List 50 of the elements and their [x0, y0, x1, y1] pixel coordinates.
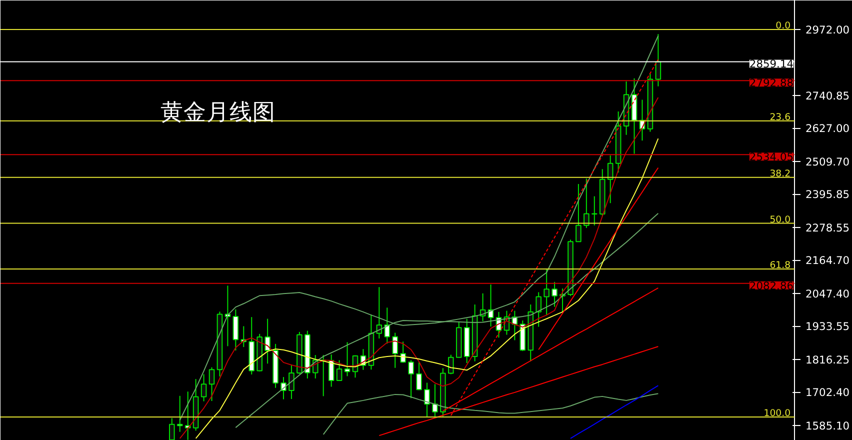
y-tick-label: 1933.55 [806, 320, 850, 334]
candlestick [448, 354, 454, 375]
candlestick [176, 395, 183, 432]
candlestick [200, 374, 207, 402]
y-tick-label: 1816.25 [806, 354, 850, 367]
y-tick-label: 2395.85 [806, 188, 850, 202]
candlestick [655, 34, 662, 87]
candlestick [288, 364, 294, 400]
y-tick-label: 2047.40 [806, 288, 850, 301]
candlestick [424, 382, 430, 418]
annotation: 100.0 [764, 408, 791, 419]
annotation: 0.0 [776, 20, 791, 32]
y-tick-label: 2740.85 [806, 90, 850, 103]
candlestick [536, 292, 542, 328]
candlestick [408, 360, 414, 399]
candlestick [336, 360, 342, 382]
y-tick-label: 2164.70 [806, 254, 850, 268]
y-tick-label: 2509.70 [806, 156, 850, 169]
candlestick [432, 384, 438, 417]
y-tick-label: 1585.10 [806, 420, 850, 433]
candlestick [208, 366, 215, 402]
candlestick [607, 154, 614, 204]
candlestick [384, 307, 390, 344]
y-tick-label: 2278.55 [806, 222, 850, 235]
candlestick [232, 308, 239, 351]
candlestick [544, 268, 550, 316]
candlestick [552, 281, 558, 308]
text: 黄金月线图 [160, 100, 276, 126]
ref-line-label: 2859.14 [749, 58, 794, 71]
annotation: 38.2 [770, 168, 791, 180]
y-tick-label: 1702.40 [806, 386, 850, 400]
annotation: 50.0 [770, 214, 791, 226]
ref-line-label: 2534.05 [749, 150, 794, 164]
candlestick [264, 318, 270, 364]
candlestick [416, 362, 422, 391]
candlestick [592, 196, 598, 226]
ref-line-label: 2082.86 [749, 279, 794, 292]
ref-line-label: 2792.88 [749, 76, 794, 90]
candlestick [584, 178, 590, 228]
candlestick [392, 332, 398, 368]
candlestick [169, 418, 175, 440]
annotation: 23.6 [770, 112, 791, 123]
y-tick-label: 2972.00 [806, 24, 850, 37]
line-series [570, 385, 659, 439]
candlestick [344, 342, 350, 377]
annotation: 61.8 [770, 260, 791, 271]
line-series [538, 167, 659, 350]
candlestick [576, 183, 582, 242]
line-series [195, 138, 659, 439]
y-tick-label: 2627.00 [806, 122, 850, 136]
